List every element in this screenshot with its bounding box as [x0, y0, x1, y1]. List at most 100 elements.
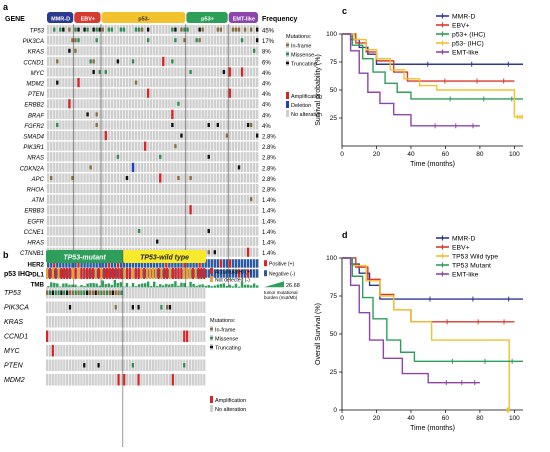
oncoprint-cell	[255, 67, 259, 77]
b-cell	[188, 374, 192, 386]
oncoprint-cell	[216, 237, 220, 247]
b-amp-cell	[171, 374, 174, 386]
oncoprint-cell	[252, 25, 256, 35]
oncoprint-cell	[146, 56, 150, 66]
oncoprint-cell	[134, 88, 138, 98]
mutation-cell	[86, 112, 89, 117]
b-cell	[143, 330, 146, 342]
b-ihc-cell	[120, 268, 123, 279]
b-cell	[57, 316, 60, 328]
oncoprint-cell	[231, 35, 235, 45]
oncoprint-cell	[219, 141, 223, 151]
b-cell	[154, 287, 157, 299]
b-cell	[80, 359, 83, 371]
oncoprint-cell	[50, 194, 53, 204]
oncoprint-cell	[104, 237, 107, 247]
mutation-cell	[62, 27, 65, 32]
oncoprint-cell	[149, 109, 153, 119]
oncoprint-cell	[65, 99, 68, 109]
y-tick-label: 100	[326, 255, 337, 262]
b-cell	[157, 345, 160, 357]
oncoprint-cell	[195, 215, 198, 225]
mutation-cell	[134, 80, 138, 85]
oncoprint-cell	[140, 56, 144, 66]
oncoprint-cell	[131, 194, 135, 204]
status-cell	[65, 259, 68, 268]
oncoprint-cell	[165, 194, 168, 204]
oncoprint-cell	[168, 152, 171, 162]
legend-mutations-title: Mutations:	[286, 34, 312, 40]
oncoprint-cell	[110, 56, 114, 66]
oncoprint-cell	[143, 215, 147, 225]
oncoprint-cell	[159, 67, 162, 77]
b-cell	[191, 301, 194, 313]
oncoprint-cell	[174, 226, 177, 236]
oncoprint-cell	[62, 67, 65, 77]
oncoprint-cell	[146, 99, 150, 109]
mutation-cell	[92, 59, 95, 64]
status-cell	[159, 259, 162, 268]
oncoprint-cell	[243, 120, 247, 130]
oncoprint-cell	[134, 67, 138, 77]
oncoprint-cell	[246, 173, 250, 183]
oncoprint-cell	[77, 141, 80, 151]
oncoprint-cell	[68, 152, 71, 162]
oncoprint-cell	[183, 109, 186, 119]
tmb-bar	[201, 284, 204, 288]
b-cell	[191, 330, 194, 342]
b-cell	[120, 359, 123, 371]
b-cell	[180, 374, 183, 386]
b-cell	[51, 330, 54, 342]
b-cell	[108, 345, 112, 357]
oncoprint-cell	[168, 109, 171, 119]
mutation-cell	[255, 38, 259, 43]
legend-swatch	[286, 52, 289, 56]
oncoprint-cell	[255, 78, 259, 88]
oncoprint-cell	[50, 205, 53, 215]
oncoprint-cell	[47, 120, 50, 130]
b-ihc-cell	[137, 268, 140, 279]
tmb-bar	[134, 286, 138, 288]
oncoprint-cell	[201, 35, 204, 45]
oncoprint-cell	[86, 205, 89, 215]
oncoprint-cell	[183, 88, 186, 98]
b-ihc-cell	[148, 268, 152, 279]
oncoprint-cell	[153, 141, 156, 151]
b-ihc-cell	[94, 268, 97, 279]
oncoprint-cell	[213, 215, 216, 225]
oncoprint-cell	[149, 205, 153, 215]
mutation-cell	[71, 176, 74, 180]
oncoprint-cell	[213, 46, 216, 56]
oncoprint-cell	[246, 215, 250, 225]
oncoprint-cell	[62, 141, 65, 151]
mutation-cell	[255, 133, 259, 138]
oncoprint-cell	[119, 99, 123, 109]
oncoprint-cell	[125, 120, 129, 130]
oncoprint-cell	[107, 152, 110, 162]
oncoprint-cell	[146, 162, 150, 172]
tmb-bar	[137, 284, 141, 288]
oncoprint-cell	[125, 78, 129, 88]
oncoprint-cell	[122, 184, 126, 194]
oncoprint-cell	[86, 67, 89, 77]
oncoprint-cell	[180, 120, 183, 130]
oncoprint-cell	[153, 205, 156, 215]
b-ihc-cell	[97, 268, 100, 279]
oncoprint-cell	[234, 67, 238, 77]
oncoprint-cell	[86, 162, 89, 172]
b-legend-swatch	[210, 336, 213, 340]
oncoprint-cell	[128, 162, 132, 172]
b-mut-cell	[71, 290, 74, 295]
oncoprint-cell	[134, 35, 138, 45]
oncoprint-cell	[137, 141, 141, 151]
oncoprint-cell	[137, 67, 141, 77]
oncoprint-cell	[153, 194, 156, 204]
oncoprint-cell	[234, 226, 238, 236]
oncoprint-cell	[122, 205, 126, 215]
mutation-cell	[134, 27, 138, 32]
oncoprint-cell	[192, 237, 195, 247]
b-cell	[86, 330, 89, 342]
status-cell	[134, 259, 138, 268]
oncoprint-cell	[119, 162, 123, 172]
b-ihc-cell	[71, 268, 74, 279]
